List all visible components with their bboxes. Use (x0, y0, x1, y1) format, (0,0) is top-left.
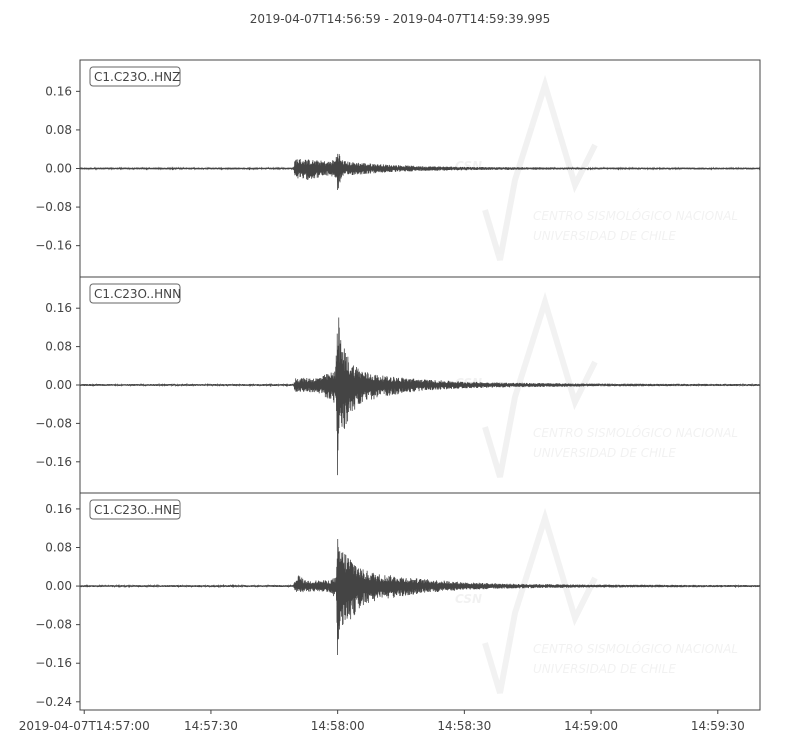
watermark-logo-text: CSN (455, 592, 482, 606)
trace-label-text: C1.C23O..HNE (94, 503, 180, 517)
trace-label: C1.C23O..HNN (89, 283, 181, 304)
watermark-wave-icon (482, 291, 598, 478)
waveform-trace (79, 153, 761, 191)
trace-label: C1.C23O..HNZ (89, 66, 181, 87)
y-tick-label: −0.16 (35, 656, 72, 670)
chart-title: 2019-04-07T14:56:59 - 2019-04-07T14:59:3… (249, 12, 551, 26)
watermark-line2: UNIVERSIDAD DE CHILE (533, 229, 676, 243)
y-tick-label: 0.08 (45, 540, 72, 554)
x-tick-label: 14:59:00 (564, 719, 618, 733)
watermark-wave-icon (482, 74, 598, 261)
y-tick-label: 0.16 (45, 301, 72, 315)
trace-label-box (89, 283, 181, 304)
y-tick-label: 0.08 (45, 340, 72, 354)
trace-label-text: C1.C23O..HNZ (94, 70, 180, 84)
watermark-logo-text: CSN (455, 159, 482, 173)
x-tick-label: 2019-04-07T14:57:00 (19, 719, 150, 733)
csn-watermark-logo: CSN CENTRO SISMOLÓGICO NACIONAL UNIVERSIDA… (455, 507, 738, 694)
y-tick-label: −0.08 (35, 618, 72, 632)
watermark-line1: CENTRO SISMOLÓGICO NACIONAL (533, 641, 738, 656)
y-tick-label: 0.16 (45, 502, 72, 516)
x-tick-label: 14:58:30 (437, 719, 491, 733)
watermark-line2: UNIVERSIDAD DE CHILE (533, 446, 676, 460)
y-tick-label: 0.00 (45, 378, 72, 392)
y-tick-label: 0.16 (45, 84, 72, 98)
trace-label-box (89, 499, 181, 520)
y-tick-label: −0.08 (35, 200, 72, 214)
x-tick-label: 14:58:00 (311, 719, 365, 733)
trace-label: C1.C23O..HNE (89, 499, 181, 520)
y-tick-label: 0.00 (45, 162, 72, 176)
y-tick-label: −0.08 (35, 416, 72, 430)
y-tick-label: −0.24 (35, 695, 72, 709)
axes-frame (79, 492, 761, 711)
trace-panel-hne: CSN CENTRO SISMOLÓGICO NACIONAL UNIVERSIDA… (35, 492, 761, 711)
trace-label-text: C1.C23O..HNN (94, 287, 181, 301)
y-tick-label: 0.08 (45, 123, 72, 137)
y-tick-label: −0.16 (35, 455, 72, 469)
x-tick-label: 14:57:30 (184, 719, 238, 733)
trace-label-box (89, 66, 181, 87)
y-tick-label: 0.00 (45, 579, 72, 593)
watermark-line2: UNIVERSIDAD DE CHILE (533, 662, 676, 676)
trace-panel-hnz: CSN CENTRO SISMOLÓGICO NACIONAL UNIVERSIDA… (35, 59, 761, 278)
y-tick-label: −0.16 (35, 239, 72, 253)
watermark-line1: CENTRO SISMOLÓGICO NACIONAL (533, 208, 738, 223)
watermark-line1: CENTRO SISMOLÓGICO NACIONAL (533, 425, 738, 440)
csn-watermark-logo: CSN CENTRO SISMOLÓGICO NACIONAL UNIVERSIDA… (455, 74, 738, 261)
watermark-wave-icon (482, 507, 598, 694)
waveform-trace (79, 539, 761, 655)
x-tick-label: 14:59:30 (691, 719, 745, 733)
waveform-trace (79, 317, 761, 476)
